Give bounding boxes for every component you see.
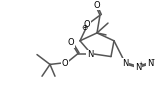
Text: O: O [68, 38, 74, 47]
Text: O: O [84, 20, 90, 29]
Text: +: + [139, 61, 143, 66]
Text: O: O [62, 59, 68, 68]
Text: N: N [135, 63, 141, 72]
Text: ⊕: ⊕ [81, 22, 87, 31]
Text: O: O [94, 1, 100, 10]
Text: −: − [151, 57, 155, 62]
Text: N: N [87, 50, 93, 59]
Text: N: N [147, 59, 153, 68]
Text: N: N [122, 59, 128, 68]
